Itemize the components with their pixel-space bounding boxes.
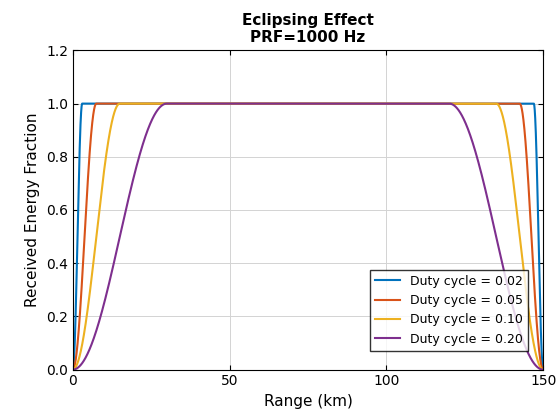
Duty cycle = 0.20: [540, 367, 547, 372]
Duty cycle = 0.20: [89, 340, 96, 345]
Title: Eclipsing Effect
PRF=1000 Hz: Eclipsing Effect PRF=1000 Hz: [242, 13, 374, 45]
Duty cycle = 0.20: [300, 101, 306, 106]
Duty cycle = 0.10: [89, 270, 96, 275]
Line: Duty cycle = 0.02: Duty cycle = 0.02: [73, 104, 543, 370]
Duty cycle = 0.02: [79, 101, 86, 106]
Duty cycle = 0.20: [97, 312, 104, 318]
Duty cycle = 0.10: [72, 366, 78, 371]
Duty cycle = 0.10: [540, 367, 547, 372]
Duty cycle = 0.02: [515, 101, 522, 106]
Line: Duty cycle = 0.20: Duty cycle = 0.20: [73, 104, 543, 370]
Duty cycle = 0.05: [69, 367, 76, 372]
Y-axis label: Received Energy Fraction: Received Energy Fraction: [25, 113, 40, 307]
Duty cycle = 0.10: [300, 101, 306, 106]
Line: Duty cycle = 0.10: Duty cycle = 0.10: [73, 104, 543, 370]
Duty cycle = 0.20: [69, 367, 76, 372]
Duty cycle = 0.02: [540, 367, 547, 372]
Duty cycle = 0.02: [89, 101, 96, 106]
Duty cycle = 0.10: [116, 101, 123, 106]
Line: Duty cycle = 0.05: Duty cycle = 0.05: [73, 104, 543, 370]
Duty cycle = 0.05: [93, 101, 100, 106]
Legend: Duty cycle = 0.02, Duty cycle = 0.05, Duty cycle = 0.10, Duty cycle = 0.20: Duty cycle = 0.02, Duty cycle = 0.05, Du…: [370, 270, 528, 351]
Duty cycle = 0.05: [72, 362, 78, 367]
Duty cycle = 0.10: [97, 194, 104, 199]
Duty cycle = 0.05: [89, 120, 96, 125]
Duty cycle = 0.20: [72, 367, 78, 372]
Duty cycle = 0.10: [515, 222, 522, 227]
Duty cycle = 0.05: [300, 101, 306, 106]
X-axis label: Range (km): Range (km): [264, 394, 352, 409]
Duty cycle = 0.05: [515, 101, 522, 106]
Duty cycle = 0.02: [97, 101, 104, 106]
Duty cycle = 0.20: [162, 101, 169, 106]
Duty cycle = 0.20: [515, 324, 522, 329]
Duty cycle = 0.10: [162, 101, 169, 106]
Duty cycle = 0.05: [97, 101, 104, 106]
Duty cycle = 0.02: [69, 367, 76, 372]
Duty cycle = 0.02: [300, 101, 306, 106]
Duty cycle = 0.02: [72, 335, 78, 340]
Duty cycle = 0.05: [162, 101, 169, 106]
Duty cycle = 0.05: [540, 367, 547, 372]
Duty cycle = 0.10: [69, 367, 76, 372]
Duty cycle = 0.20: [164, 101, 170, 106]
Duty cycle = 0.02: [162, 101, 169, 106]
